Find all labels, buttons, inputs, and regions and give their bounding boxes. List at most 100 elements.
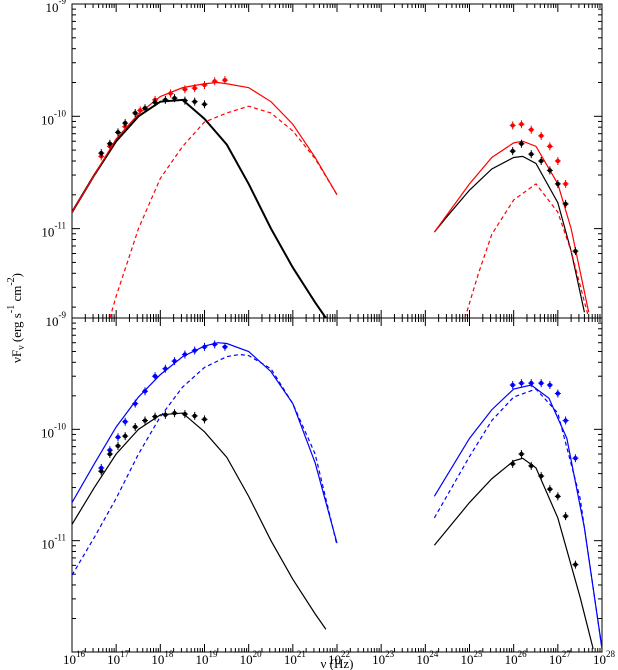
data-point	[554, 492, 561, 501]
point-dot	[122, 433, 128, 439]
point-dot	[538, 473, 544, 479]
point-dot	[142, 106, 148, 111]
data-point	[106, 450, 113, 459]
x-tick-exponent: 27	[562, 649, 572, 659]
point-dot	[107, 451, 113, 457]
point-dot	[212, 342, 217, 347]
point-dot	[202, 102, 207, 107]
point-dot	[192, 85, 197, 91]
x-tick-exponent: 20	[253, 649, 263, 659]
point-dot	[538, 380, 544, 386]
point-dot	[182, 411, 188, 417]
data-point	[114, 128, 121, 137]
data-point	[181, 410, 188, 419]
y-tick-base: 10	[41, 112, 54, 127]
x-tick-base: 10	[240, 652, 253, 667]
curve	[433, 388, 602, 649]
data-point	[114, 433, 121, 442]
curve	[72, 81, 338, 213]
data-point	[132, 422, 139, 431]
point-dot	[563, 418, 568, 423]
y-tick-label: 10-11	[41, 221, 66, 240]
y-tick-base: 10	[41, 537, 54, 552]
point-dot	[142, 418, 148, 423]
point-dot	[573, 562, 578, 567]
point-dot	[510, 461, 515, 467]
x-tick-label: 1019	[196, 649, 219, 667]
y-axis-label-part: )	[9, 273, 24, 277]
x-tick-exponent: 26	[518, 649, 528, 659]
point-dot	[115, 130, 121, 135]
data-point	[221, 76, 228, 85]
data-point	[538, 131, 545, 140]
x-tick-label: 1018	[151, 649, 174, 667]
data-point	[572, 454, 579, 463]
data-point	[142, 104, 149, 113]
x-tick-label: 1026	[505, 649, 528, 667]
data-point	[546, 381, 553, 390]
x-tick-base: 10	[196, 652, 209, 667]
point-dot	[163, 412, 168, 418]
x-tick-exponent: 16	[76, 649, 86, 659]
point-dot	[133, 110, 138, 116]
data-point	[98, 467, 105, 476]
x-tick-label: 1023	[372, 649, 395, 667]
data-point	[528, 150, 535, 159]
x-tick-exponent: 25	[474, 649, 484, 659]
curve	[433, 384, 602, 649]
data-point	[137, 106, 144, 115]
point-dot	[555, 494, 561, 499]
y-axis-label-part: (erg s	[9, 313, 24, 345]
point-dot	[172, 410, 177, 416]
data-point	[98, 149, 105, 158]
point-dot	[510, 382, 515, 388]
data-point	[221, 342, 228, 351]
data-point	[572, 247, 579, 256]
data-point	[546, 142, 553, 151]
point-dot	[202, 344, 207, 350]
data-point	[191, 411, 198, 420]
curve	[433, 155, 586, 313]
point-dot	[202, 417, 207, 422]
x-axis-label: ν (Hz)	[321, 656, 354, 670]
data-point	[562, 512, 569, 521]
x-tick-base: 10	[416, 652, 429, 667]
point-dot	[163, 97, 168, 103]
data-point	[171, 357, 178, 366]
point-dot	[192, 99, 197, 104]
point-dot	[510, 148, 515, 154]
curve	[72, 412, 327, 630]
data-point	[132, 399, 139, 408]
curve	[433, 457, 594, 649]
point-dot	[212, 79, 217, 84]
point-dot	[163, 366, 168, 371]
point-dot	[538, 133, 544, 139]
point-dot	[547, 168, 553, 173]
x-tick-exponent: 23	[385, 649, 395, 659]
y-tick-base: 10	[46, 314, 59, 329]
x-tick-label: 1027	[549, 649, 572, 667]
x-tick-label: 1024	[416, 649, 439, 667]
data-point	[528, 379, 535, 388]
x-tick-label: 1017	[107, 649, 129, 667]
data-point	[546, 485, 553, 494]
x-tick-base: 10	[151, 652, 164, 667]
x-tick-base: 10	[284, 652, 297, 667]
point-dot	[122, 419, 128, 424]
y-tick-base: 10	[41, 425, 54, 440]
data-point	[572, 560, 579, 569]
y-tick-base: 10	[41, 225, 54, 240]
x-tick-label: 1020	[240, 649, 263, 667]
data-point	[538, 157, 545, 165]
data-point	[122, 417, 129, 426]
point-dot	[192, 348, 197, 353]
point-dot	[137, 108, 143, 113]
point-dot	[555, 391, 561, 396]
y-tick-label: 10-10	[41, 421, 66, 440]
x-tick-label: 1022	[328, 649, 350, 667]
point-dot	[529, 463, 534, 469]
x-tick-label: 1025	[461, 649, 484, 667]
x-tick-exponent: 18	[164, 649, 174, 659]
